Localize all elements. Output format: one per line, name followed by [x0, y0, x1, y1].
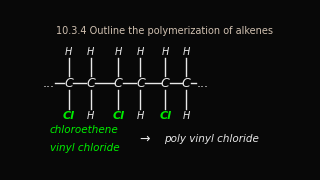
Text: 10.3.4 Outline the polymerization of alkenes: 10.3.4 Outline the polymerization of alk…	[55, 26, 273, 36]
Text: H: H	[137, 47, 144, 57]
Text: H: H	[137, 111, 144, 121]
Text: C: C	[136, 77, 145, 90]
Text: H: H	[87, 47, 94, 57]
Text: chloroethene: chloroethene	[50, 125, 119, 135]
Text: ...: ...	[43, 77, 55, 90]
Text: poly vinyl chloride: poly vinyl chloride	[164, 134, 259, 144]
Text: H: H	[162, 47, 169, 57]
Text: →: →	[139, 132, 149, 145]
Text: Cl: Cl	[62, 111, 75, 121]
Text: C: C	[161, 77, 170, 90]
Text: H: H	[115, 47, 122, 57]
Text: C: C	[182, 77, 191, 90]
Text: C: C	[86, 77, 95, 90]
Text: Cl: Cl	[159, 111, 171, 121]
Text: H: H	[87, 111, 94, 121]
Text: H: H	[183, 111, 190, 121]
Text: ...: ...	[196, 77, 208, 90]
Text: vinyl chloride: vinyl chloride	[50, 143, 120, 153]
Text: C: C	[114, 77, 123, 90]
Text: H: H	[183, 47, 190, 57]
Text: Cl: Cl	[112, 111, 124, 121]
Text: C: C	[64, 77, 73, 90]
Text: H: H	[65, 47, 72, 57]
